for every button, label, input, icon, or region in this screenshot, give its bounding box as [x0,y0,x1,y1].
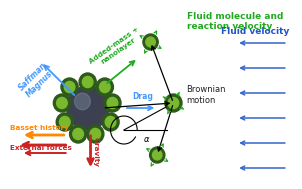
Circle shape [69,125,87,143]
Circle shape [99,81,110,93]
Circle shape [79,73,96,91]
Circle shape [96,78,113,96]
Circle shape [90,128,101,140]
Text: Saffman
Magnus: Saffman Magnus [17,60,56,100]
Circle shape [107,97,118,108]
Circle shape [73,128,83,140]
Circle shape [102,113,119,131]
Text: Brownian
motion: Brownian motion [186,85,225,105]
Circle shape [53,94,70,112]
Circle shape [67,86,109,130]
Circle shape [82,76,93,88]
Text: Basset history: Basset history [10,125,69,131]
Circle shape [64,81,75,93]
Circle shape [59,116,70,128]
Text: Fluid molecule and
reaction velocity: Fluid molecule and reaction velocity [187,12,283,31]
Circle shape [146,37,155,47]
Circle shape [105,116,116,128]
Circle shape [149,147,165,163]
Text: Gravity: Gravity [92,137,98,167]
Text: Added-mass +
nanolayer: Added-mass + nanolayer [88,26,144,70]
Circle shape [56,97,67,108]
Circle shape [143,34,158,50]
Circle shape [153,150,162,160]
Text: Fluid velocity: Fluid velocity [221,27,290,36]
Text: Drag: Drag [133,92,153,101]
Text: $\alpha$: $\alpha$ [143,135,150,144]
Circle shape [165,94,182,112]
Circle shape [75,93,90,110]
Circle shape [87,125,104,143]
Circle shape [104,94,121,112]
Circle shape [61,78,78,96]
Circle shape [56,113,73,131]
Circle shape [168,97,179,108]
Text: External forces: External forces [10,145,71,151]
